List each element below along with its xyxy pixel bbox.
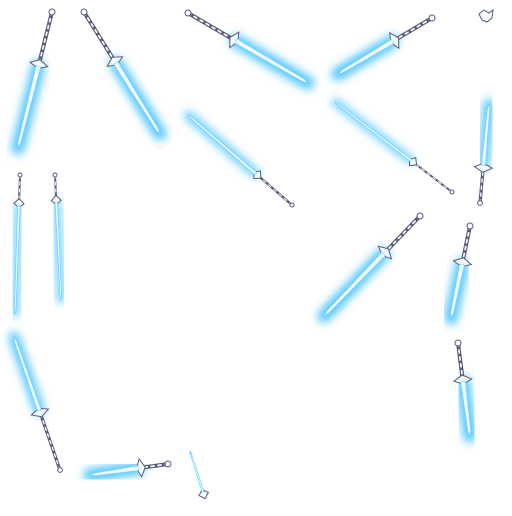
blade-fuller xyxy=(18,66,40,143)
sword-pommel xyxy=(48,8,56,16)
sword-crossguard xyxy=(29,59,49,69)
sword-crossguard xyxy=(13,197,25,209)
hilt-ornament xyxy=(382,215,421,255)
blade-fuller xyxy=(327,253,384,313)
sword-sprite-4[interactable] xyxy=(331,14,436,81)
sword-layer xyxy=(8,8,495,500)
blade-fuller xyxy=(192,118,256,174)
blade-fuller xyxy=(451,264,463,313)
hilt-ornament xyxy=(187,12,237,42)
sword-pommel xyxy=(477,200,483,206)
sword-crossguard xyxy=(30,407,50,418)
sword-sprite-6[interactable] xyxy=(184,111,295,208)
blade-fuller xyxy=(56,202,62,295)
sword-sprite-10[interactable] xyxy=(50,172,65,304)
sword-crossguard xyxy=(473,162,494,173)
hilt-ornament xyxy=(457,342,464,383)
sword-pommel xyxy=(52,172,58,178)
sword-pommel xyxy=(184,9,192,17)
sword-crossguard xyxy=(452,257,473,268)
sword-sprite-7[interactable] xyxy=(331,98,455,195)
hilt-ornament xyxy=(461,225,471,266)
sword-pommel xyxy=(57,467,63,473)
hilt-ornament xyxy=(410,160,453,193)
sword-sprite-12[interactable] xyxy=(444,222,474,325)
sword-crossguard xyxy=(106,56,124,67)
sword-sprite-1[interactable] xyxy=(11,8,56,155)
sword-sprite-2[interactable] xyxy=(80,8,167,141)
sword-pommel xyxy=(428,14,436,22)
sword-pommel xyxy=(416,212,424,220)
sword-sprite-3[interactable] xyxy=(184,9,315,90)
hilt-ornament xyxy=(18,174,21,207)
blade-fuller xyxy=(191,456,204,493)
hilt-ornament xyxy=(37,11,53,68)
sword-sprite-11[interactable] xyxy=(317,212,424,323)
sword-crossguard xyxy=(389,31,400,50)
sword-sprite-8[interactable] xyxy=(473,98,495,206)
hilt-ornament xyxy=(137,463,169,470)
sword-pommel xyxy=(164,460,172,468)
sword-pommel xyxy=(80,8,88,16)
sword-fragment xyxy=(478,8,494,23)
blade-fuller xyxy=(115,62,158,130)
sword-crossguard xyxy=(377,245,393,260)
sword-pommel xyxy=(17,172,23,178)
blade-fuller xyxy=(462,381,470,431)
sword-sprite-9[interactable] xyxy=(11,172,25,318)
sword-crossguard xyxy=(452,374,473,385)
sword-sprite-15[interactable] xyxy=(83,457,172,482)
blade-fuller xyxy=(342,40,393,72)
sword-sprite-5[interactable] xyxy=(478,8,494,23)
sword-pommel xyxy=(289,202,295,208)
sword-sprite-13[interactable] xyxy=(8,331,63,473)
sword-crossguard xyxy=(198,489,210,500)
blade-fuller xyxy=(14,205,20,309)
hilt-ornament xyxy=(255,172,293,206)
sword-sprite-16[interactable] xyxy=(189,449,210,500)
hilt-ornament xyxy=(83,11,117,65)
blade-fuller xyxy=(95,467,139,475)
blade-fuller xyxy=(235,40,304,81)
sword-sprite-14[interactable] xyxy=(452,339,477,443)
blade-fuller xyxy=(482,109,489,166)
sword-pommel xyxy=(449,189,455,195)
hilt-ornament xyxy=(391,17,433,43)
sword-pommel xyxy=(466,222,474,230)
blade-fuller xyxy=(339,105,412,161)
sword-crossguard xyxy=(229,31,240,49)
hilt-ornament xyxy=(38,409,61,471)
sword-crossguard xyxy=(135,457,146,478)
sword-crossguard xyxy=(50,194,62,206)
blade-fuller xyxy=(15,342,40,411)
sword-pommel xyxy=(454,339,462,347)
